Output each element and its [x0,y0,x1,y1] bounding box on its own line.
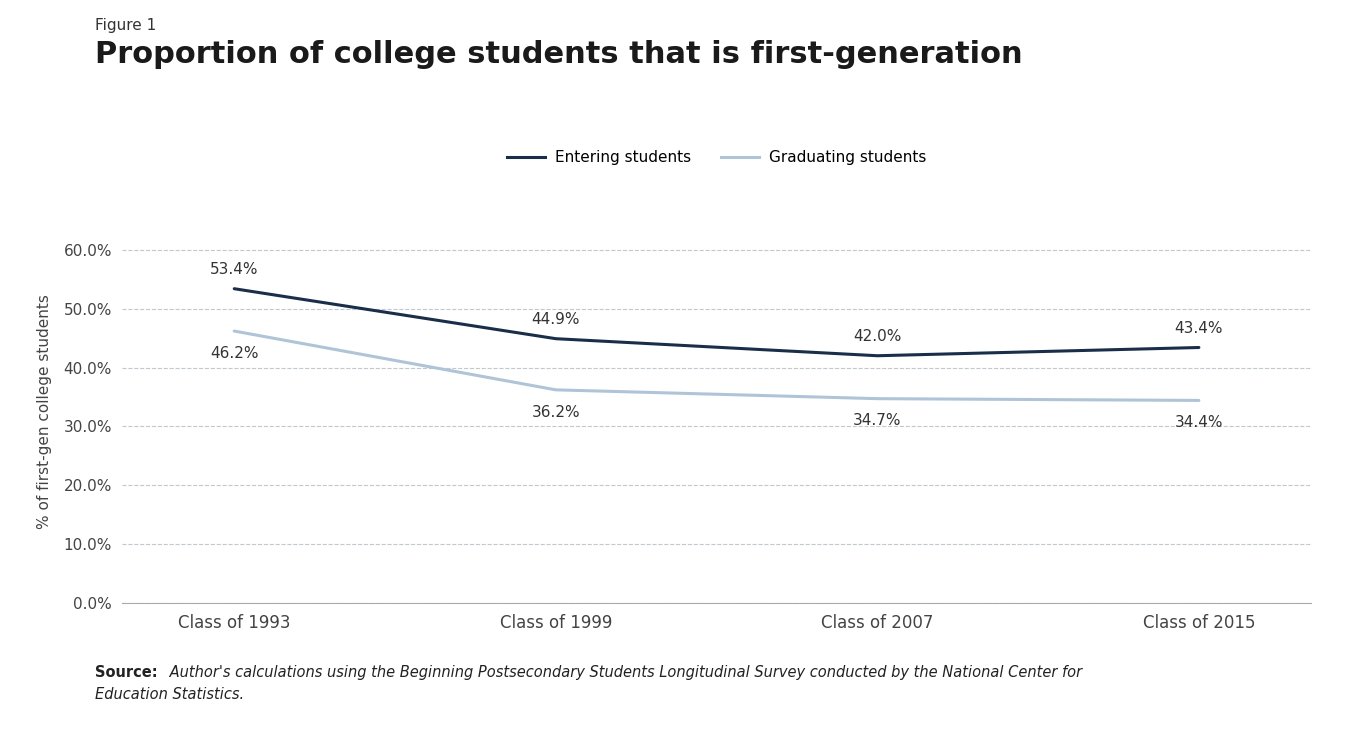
Text: 34.4%: 34.4% [1175,415,1224,430]
Text: 53.4%: 53.4% [210,262,258,277]
Text: Education Statistics.: Education Statistics. [95,687,243,702]
Text: Proportion of college students that is first-generation: Proportion of college students that is f… [95,40,1022,69]
Text: 46.2%: 46.2% [210,345,258,361]
Text: Figure 1: Figure 1 [95,18,155,33]
Text: Source:: Source: [95,665,157,680]
Text: 43.4%: 43.4% [1175,320,1224,336]
Text: 34.7%: 34.7% [853,413,902,429]
Text: 36.2%: 36.2% [531,404,580,420]
Text: 44.9%: 44.9% [531,312,580,327]
Y-axis label: % of first-gen college students: % of first-gen college students [38,294,53,529]
Text: Author's calculations using the Beginning Postsecondary Students Longitudinal Su: Author's calculations using the Beginnin… [165,665,1082,680]
Text: 42.0%: 42.0% [853,329,902,344]
Legend: Entering students, Graduating students: Entering students, Graduating students [502,144,932,171]
